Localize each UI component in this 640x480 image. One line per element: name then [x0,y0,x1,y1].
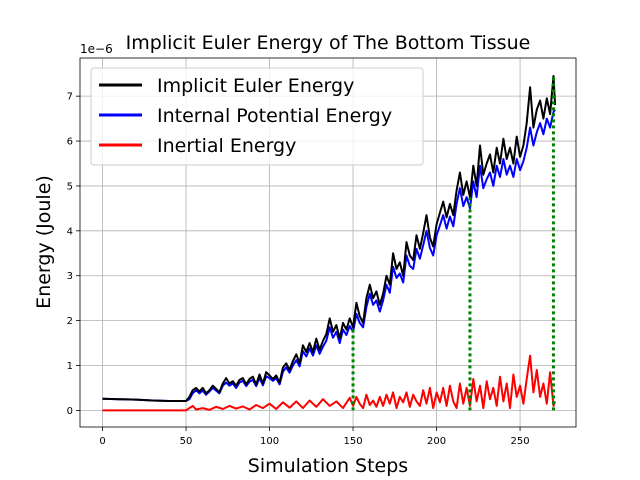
x-tick-label: 0 [99,436,105,447]
y-tick-label: 5 [67,181,73,192]
y-tick-label: 0 [67,406,73,417]
x-tick-label: 100 [260,436,279,447]
y-tick-label: 4 [67,226,73,237]
y-tick-label: 6 [67,137,73,148]
x-tick-label: 50 [180,436,193,447]
x-ticks: 0 50 100 150 200 250 [99,427,530,447]
y-axis-label: Energy (Joule) [33,175,55,309]
chart-title: Implicit Euler Energy of The Bottom Tiss… [126,32,531,54]
legend-label-inertial: Inertial Energy [157,135,296,157]
x-axis-label: Simulation Steps [248,455,408,477]
y-ticks: 0 1 2 3 4 5 6 7 [67,92,80,417]
y-tick-label: 7 [67,92,73,103]
series-line-inertial-energy [102,354,557,412]
series-line-implicit-euler-energy [102,75,557,402]
series-line-internal-potential-energy [102,109,556,402]
legend: Implicit Euler Energy Internal Potential… [90,67,424,166]
y-tick-label: 2 [67,316,73,327]
step-markers [351,75,555,411]
x-tick-label: 200 [427,436,446,447]
y-offset-label: 1e−6 [80,42,113,56]
plot-frame [79,57,577,428]
x-tick-label: 250 [511,436,530,447]
legend-label-implicit-euler: Implicit Euler Energy [157,75,354,97]
data-lines [102,75,557,412]
x-tick-label: 150 [344,436,363,447]
y-tick-label: 1 [67,361,73,372]
y-tick-label: 3 [67,271,73,282]
legend-box [90,67,424,166]
legend-label-internal-potential: Internal Potential Energy [157,105,392,127]
